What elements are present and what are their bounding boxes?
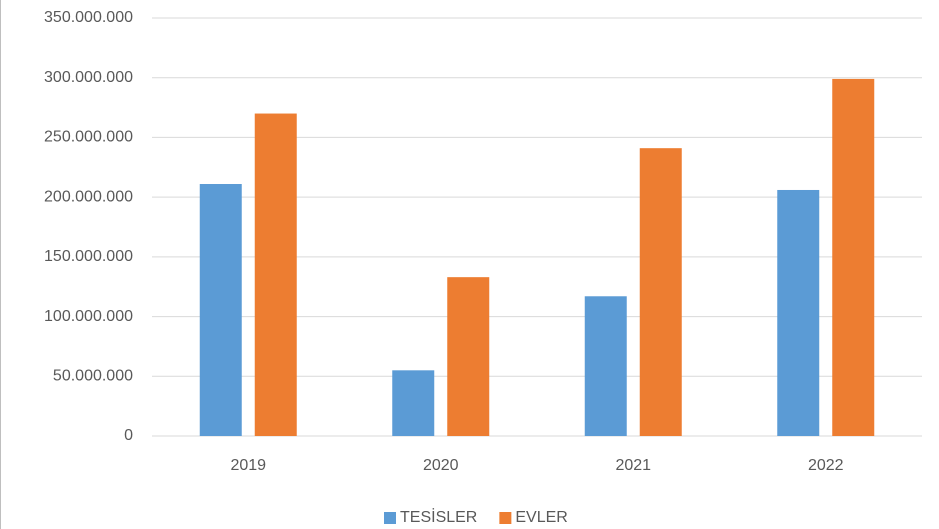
bar — [254, 113, 297, 437]
y-tick-label: 350.000.000 — [44, 9, 133, 26]
y-tick-label: 150.000.000 — [44, 248, 133, 265]
legend-swatch — [384, 512, 396, 524]
y-tick-label: 50.000.000 — [53, 368, 133, 385]
legend-swatch — [499, 512, 512, 524]
bar — [832, 78, 875, 436]
bar — [584, 296, 627, 436]
bar — [777, 189, 820, 436]
bar — [639, 148, 682, 437]
legend-label: EVLER — [515, 509, 567, 526]
bar — [447, 277, 490, 436]
y-tick-label: 200.000.000 — [44, 188, 133, 205]
x-tick-label: 2022 — [808, 457, 844, 474]
y-tick-label: 0 — [124, 427, 133, 444]
x-tick-label: 2021 — [615, 457, 651, 474]
bar — [392, 370, 435, 436]
x-tick-label: 2019 — [230, 457, 266, 474]
y-tick-label: 250.000.000 — [44, 129, 133, 146]
x-tick-label: 2020 — [423, 457, 459, 474]
bar — [199, 184, 242, 436]
y-tick-label: 100.000.000 — [44, 308, 133, 325]
y-tick-label: 300.000.000 — [44, 69, 133, 86]
legend-label: TESİSLER — [400, 507, 477, 526]
